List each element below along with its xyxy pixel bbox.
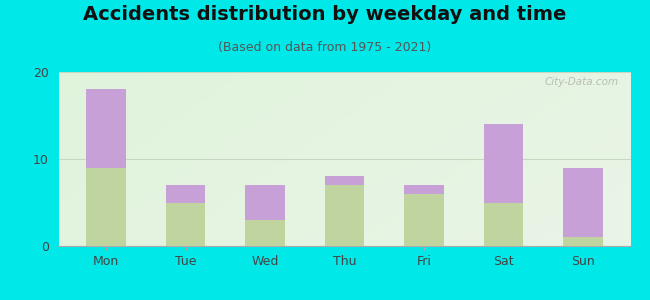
Text: (Based on data from 1975 - 2021): (Based on data from 1975 - 2021) <box>218 40 432 53</box>
Bar <box>245 185 285 220</box>
Bar <box>86 89 126 168</box>
Legend: AM, PM: AM, PM <box>283 297 406 300</box>
Bar <box>404 194 444 246</box>
Bar <box>404 185 444 194</box>
Bar <box>166 202 205 246</box>
Bar <box>324 185 365 246</box>
Bar <box>245 220 285 246</box>
Text: City-Data.com: City-Data.com <box>545 77 619 87</box>
Bar <box>324 176 365 185</box>
Bar <box>166 185 205 202</box>
Bar <box>563 168 603 237</box>
Bar <box>484 124 523 202</box>
Text: Accidents distribution by weekday and time: Accidents distribution by weekday and ti… <box>83 4 567 23</box>
Bar <box>484 202 523 246</box>
Bar <box>563 237 603 246</box>
Bar <box>86 168 126 246</box>
